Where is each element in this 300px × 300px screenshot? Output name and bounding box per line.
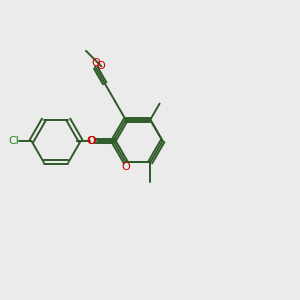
Text: Cl: Cl xyxy=(8,136,19,146)
Text: O: O xyxy=(91,58,100,68)
Text: O: O xyxy=(121,162,130,172)
Text: O: O xyxy=(87,136,96,146)
Text: O: O xyxy=(96,61,105,71)
Text: O: O xyxy=(87,136,96,146)
